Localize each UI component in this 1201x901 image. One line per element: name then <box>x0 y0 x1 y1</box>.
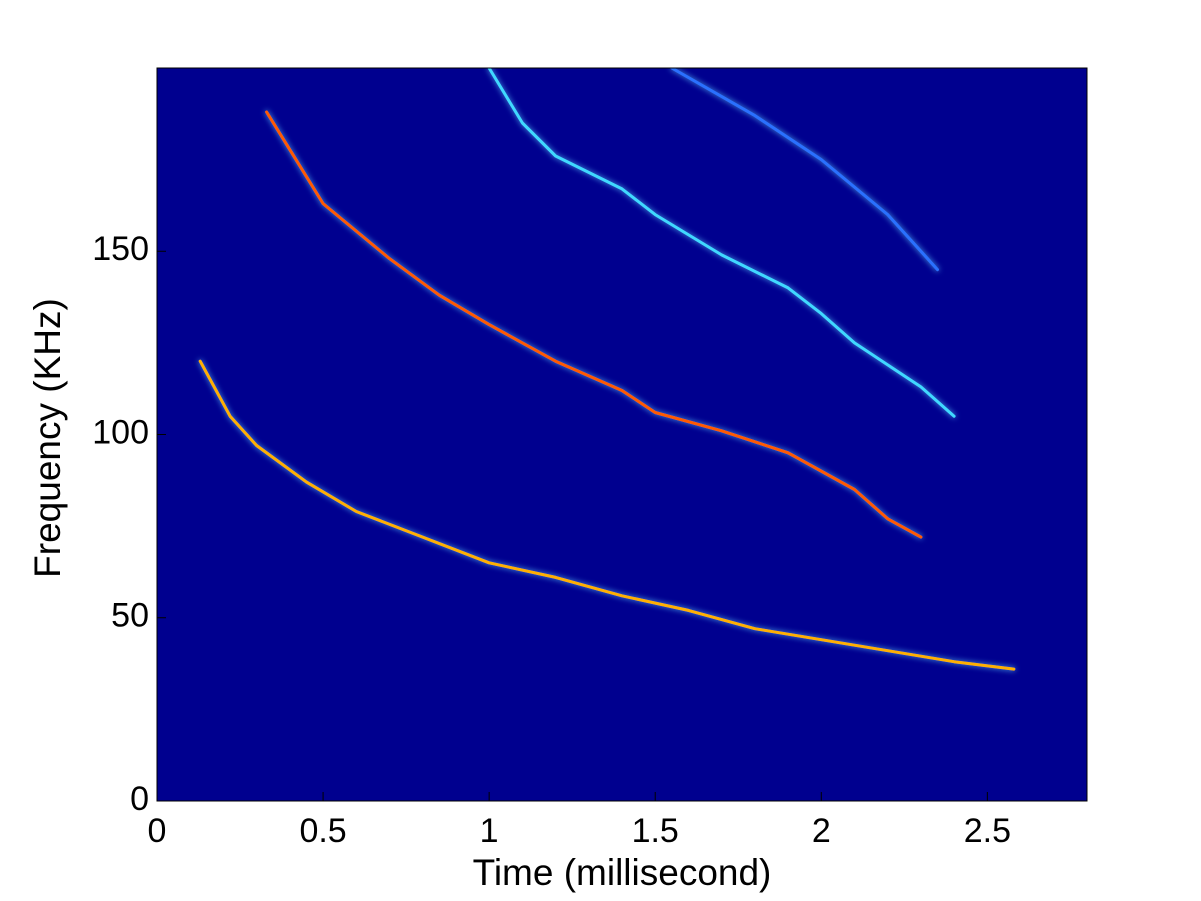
ridges <box>198 68 1016 671</box>
harmonic-ridge <box>487 68 956 418</box>
y-tick-label: 100 <box>92 413 149 451</box>
x-axis-label: Time (millisecond) <box>473 852 772 893</box>
y-tick-label: 50 <box>111 597 149 635</box>
x-tick-label: 2.5 <box>964 812 1011 850</box>
x-tick-label: 0 <box>148 812 167 850</box>
x-tick-label: 2 <box>812 812 831 850</box>
y-tick-label: 0 <box>130 780 149 818</box>
x-tick-label: 0.5 <box>299 812 346 850</box>
y-axis-label: Frequency (KHz) <box>27 298 68 578</box>
y-tick-label: 150 <box>92 230 149 268</box>
harmonic-ridge <box>265 110 923 539</box>
plot-background <box>157 68 1087 801</box>
x-tick-label: 1.5 <box>632 812 679 850</box>
harmonic-ridge <box>670 68 939 272</box>
harmonic-ridge <box>198 359 1016 671</box>
x-tick-label: 1 <box>480 812 499 850</box>
